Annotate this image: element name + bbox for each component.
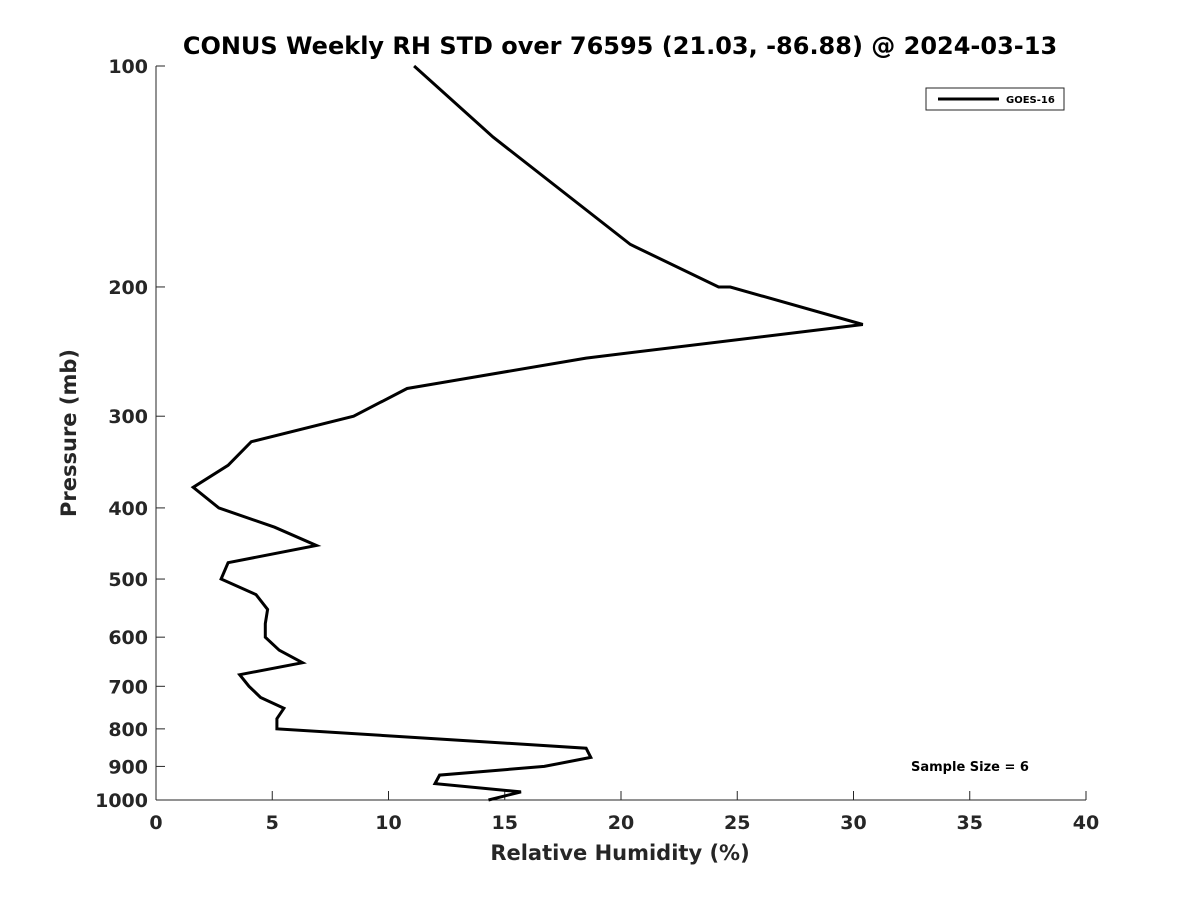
x-tick-label: 30 — [840, 812, 866, 834]
y-tick-label: 500 — [108, 569, 148, 591]
y-tick-label: 300 — [108, 406, 148, 428]
legend: GOES-16 — [925, 87, 1065, 111]
y-tick-label: 100 — [108, 56, 148, 78]
x-tick-label: 20 — [608, 812, 634, 834]
series-line-goes-16 — [190, 64, 864, 802]
x-tick-label: 5 — [266, 812, 279, 834]
y-tick-label: 400 — [108, 498, 148, 520]
y-tick-label: 900 — [108, 756, 148, 778]
x-tick-label: 15 — [492, 812, 518, 834]
y-ticks: 100 200 300 400 500 600 700 800 900 1000 — [95, 56, 165, 812]
y-axis-label: Pressure (mb) — [57, 349, 81, 517]
y-tick-label: 700 — [108, 676, 148, 698]
chart-title: CONUS Weekly RH STD over 76595 (21.03, -… — [183, 32, 1057, 60]
y-tick-label: 800 — [108, 719, 148, 741]
x-ticks: 0 5 10 15 20 25 30 35 40 — [149, 791, 1099, 834]
y-tick-label: 200 — [108, 277, 148, 299]
legend-label-goes-16: GOES-16 — [1006, 95, 1055, 106]
x-tick-label: 40 — [1073, 812, 1099, 834]
y-tick-label: 1000 — [95, 790, 148, 812]
x-axis-label: Relative Humidity (%) — [490, 841, 749, 865]
x-tick-label: 10 — [375, 812, 401, 834]
x-tick-label: 25 — [724, 812, 750, 834]
y-tick-label: 600 — [108, 627, 148, 649]
sample-size-annotation: Sample Size = 6 — [911, 760, 1029, 775]
x-tick-label: 0 — [149, 812, 162, 834]
x-tick-label: 35 — [957, 812, 983, 834]
series-group — [190, 64, 864, 802]
